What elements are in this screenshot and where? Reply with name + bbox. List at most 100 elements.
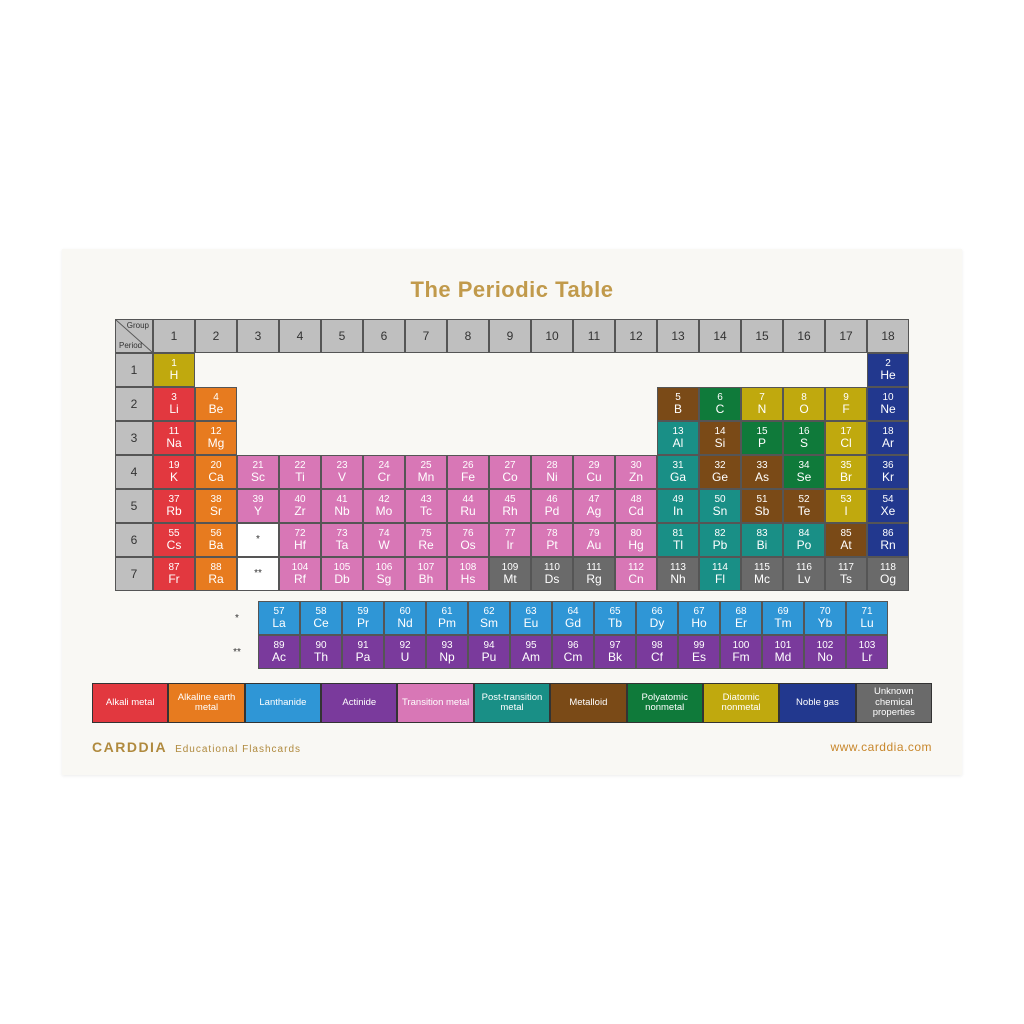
element-cell: 99Es	[678, 635, 720, 669]
element-cell: 110Ds	[531, 557, 573, 591]
element-cell: 5B	[657, 387, 699, 421]
group-header: 11	[573, 319, 615, 353]
element-cell: 18Ar	[867, 421, 909, 455]
element-cell: 14Si	[699, 421, 741, 455]
element-cell: 34Se	[783, 455, 825, 489]
element-cell: 71Lu	[846, 601, 888, 635]
element-cell: 6C	[699, 387, 741, 421]
group-header: 4	[279, 319, 321, 353]
element-cell: 83Bi	[741, 523, 783, 557]
element-cell: 32Ge	[699, 455, 741, 489]
element-cell: 85At	[825, 523, 867, 557]
element-cell: 3Li	[153, 387, 195, 421]
f-block-marker: *	[237, 523, 279, 557]
element-cell: 87Fr	[153, 557, 195, 591]
group-header: 18	[867, 319, 909, 353]
element-cell: 19K	[153, 455, 195, 489]
legend-item: Diatomic nonmetal	[703, 683, 779, 722]
element-cell: 60Nd	[384, 601, 426, 635]
element-cell: 9F	[825, 387, 867, 421]
element-cell: 13Al	[657, 421, 699, 455]
element-cell: 72Hf	[279, 523, 321, 557]
group-header: 7	[405, 319, 447, 353]
element-cell: 47Ag	[573, 489, 615, 523]
element-cell: 43Tc	[405, 489, 447, 523]
legend-item: Alkaline earth metal	[168, 683, 244, 722]
element-cell: 107Bh	[405, 557, 447, 591]
period-header: 2	[115, 387, 153, 421]
element-cell: 33As	[741, 455, 783, 489]
element-cell: 53I	[825, 489, 867, 523]
element-cell: 92U	[384, 635, 426, 669]
element-cell: 38Sr	[195, 489, 237, 523]
element-cell: 17Cl	[825, 421, 867, 455]
element-cell: 36Kr	[867, 455, 909, 489]
group-header: 1	[153, 319, 195, 353]
element-cell: 8O	[783, 387, 825, 421]
element-cell: 58Ce	[300, 601, 342, 635]
group-header: 3	[237, 319, 279, 353]
legend-item: Post-transition metal	[474, 683, 550, 722]
footer: CARDDIA Educational Flashcards www.cardd…	[92, 739, 932, 755]
element-cell: 82Pb	[699, 523, 741, 557]
element-cell: 54Xe	[867, 489, 909, 523]
element-cell: 24Cr	[363, 455, 405, 489]
element-cell: 42Mo	[363, 489, 405, 523]
element-cell: 23V	[321, 455, 363, 489]
element-cell: 73Ta	[321, 523, 363, 557]
element-cell: 56Ba	[195, 523, 237, 557]
group-header: 10	[531, 319, 573, 353]
legend-item: Transition metal	[397, 683, 473, 722]
element-cell: 50Sn	[699, 489, 741, 523]
periodic-table-grid: GroupPeriod12345678910111213141516171812…	[92, 319, 932, 591]
f-row-label: *	[216, 601, 258, 635]
element-cell: 66Dy	[636, 601, 678, 635]
page-title: The Periodic Table	[92, 277, 932, 303]
element-cell: 97Bk	[594, 635, 636, 669]
element-cell: 41Nb	[321, 489, 363, 523]
element-cell: 105Db	[321, 557, 363, 591]
element-cell: 90Th	[300, 635, 342, 669]
element-cell: 118Og	[867, 557, 909, 591]
element-cell: 94Pu	[468, 635, 510, 669]
element-cell: 15P	[741, 421, 783, 455]
element-cell: 95Am	[510, 635, 552, 669]
period-header: 3	[115, 421, 153, 455]
legend-item: Noble gas	[779, 683, 855, 722]
element-cell: 37Rb	[153, 489, 195, 523]
element-cell: 101Md	[762, 635, 804, 669]
period-header: 1	[115, 353, 153, 387]
f-row-label: **	[216, 635, 258, 669]
element-cell: 4Be	[195, 387, 237, 421]
element-cell: 104Rf	[279, 557, 321, 591]
element-cell: 27Co	[489, 455, 531, 489]
period-header: 6	[115, 523, 153, 557]
element-cell: 102No	[804, 635, 846, 669]
group-header: 17	[825, 319, 867, 353]
element-cell: 45Rh	[489, 489, 531, 523]
element-cell: 115Mc	[741, 557, 783, 591]
element-cell: 98Cf	[636, 635, 678, 669]
element-cell: 46Pd	[531, 489, 573, 523]
group-header: 5	[321, 319, 363, 353]
element-cell: 79Au	[573, 523, 615, 557]
element-cell: 91Pa	[342, 635, 384, 669]
element-cell: 52Te	[783, 489, 825, 523]
legend: Alkali metalAlkaline earth metalLanthani…	[92, 683, 932, 722]
group-header: 8	[447, 319, 489, 353]
element-cell: 31Ga	[657, 455, 699, 489]
element-cell: 109Mt	[489, 557, 531, 591]
element-cell: 20Ca	[195, 455, 237, 489]
period-header: 5	[115, 489, 153, 523]
element-cell: 26Fe	[447, 455, 489, 489]
element-cell: 67Ho	[678, 601, 720, 635]
element-cell: 117Ts	[825, 557, 867, 591]
element-cell: 51Sb	[741, 489, 783, 523]
element-cell: 29Cu	[573, 455, 615, 489]
element-cell: 49In	[657, 489, 699, 523]
element-cell: 10Ne	[867, 387, 909, 421]
legend-item: Polyatomic nonmetal	[627, 683, 703, 722]
element-cell: 70Yb	[804, 601, 846, 635]
element-cell: 112Cn	[615, 557, 657, 591]
element-cell: 96Cm	[552, 635, 594, 669]
